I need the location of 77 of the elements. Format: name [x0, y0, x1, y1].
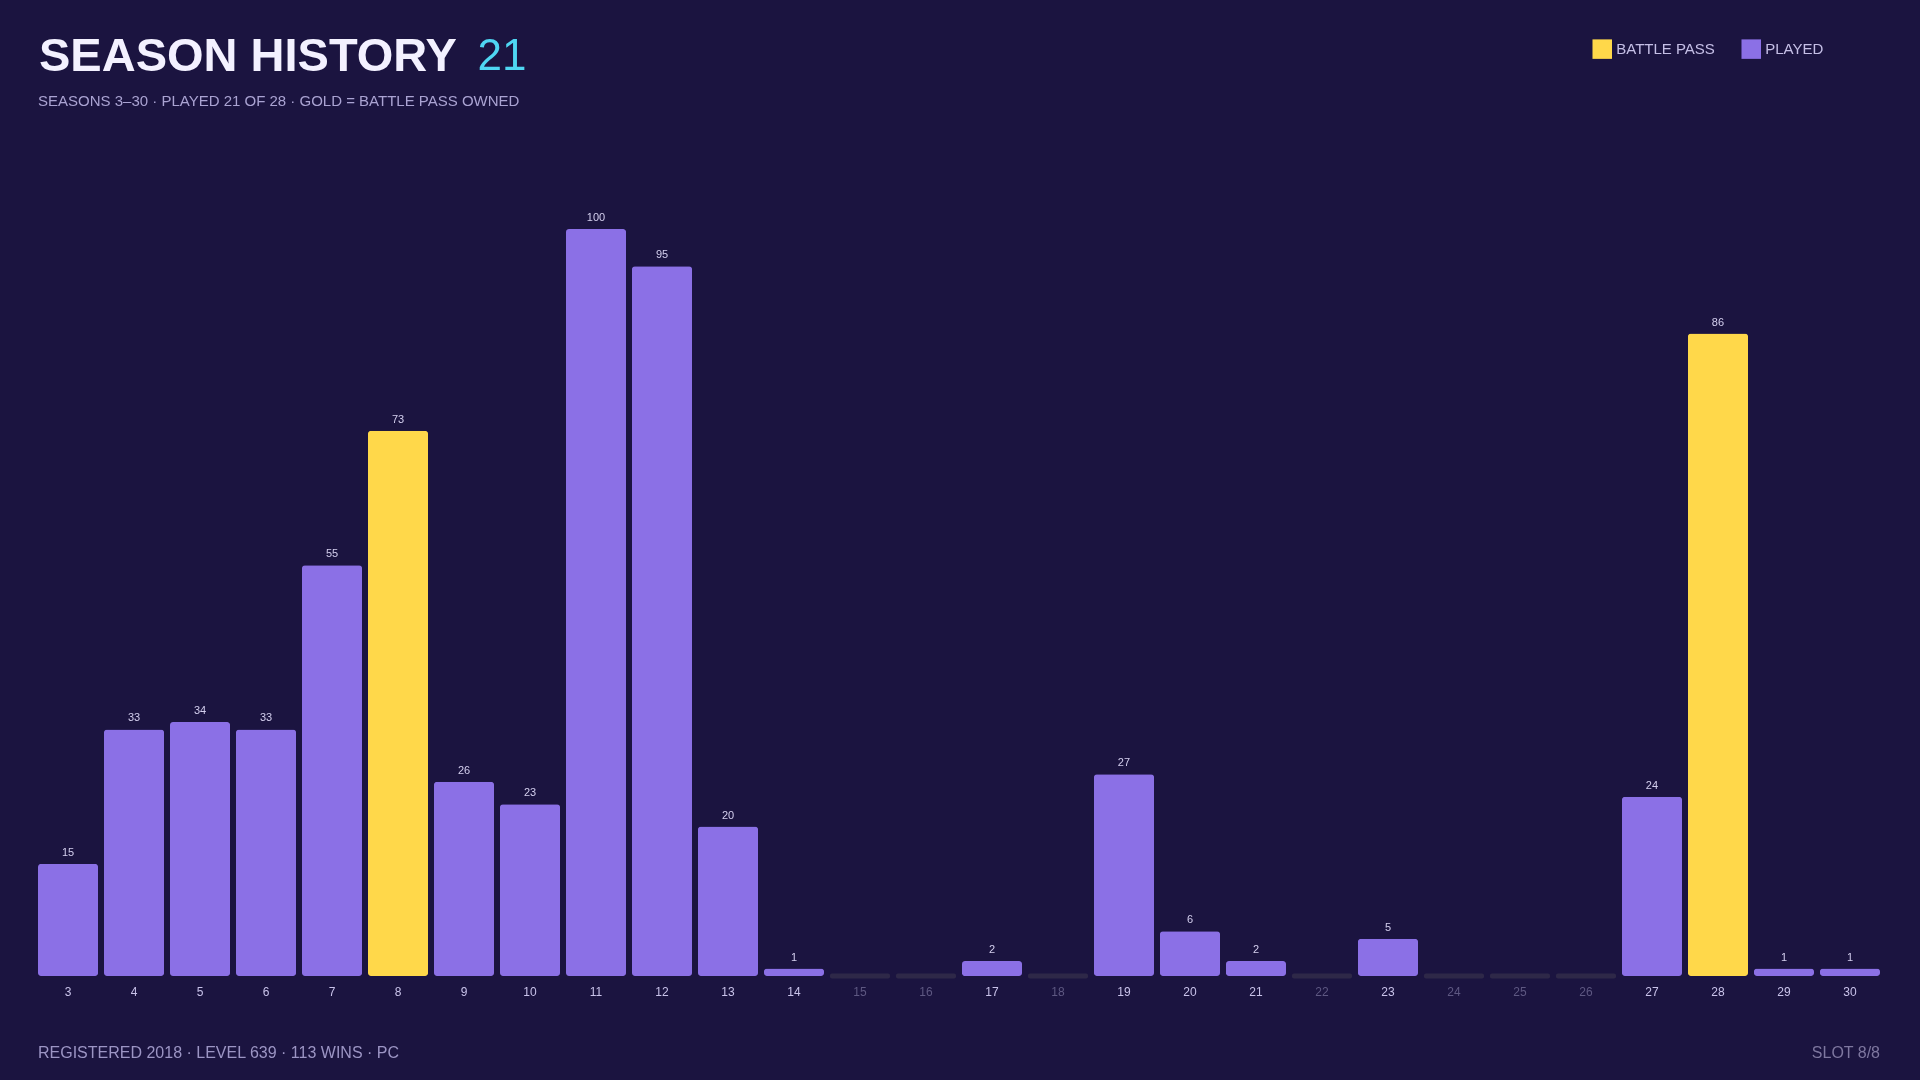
- bar: [1753, 968, 1814, 976]
- data-label: 33: [127, 711, 141, 724]
- bar: [1357, 938, 1419, 976]
- x-tick-label: 30: [1843, 984, 1857, 999]
- chart-subtitle: SEASONS 3–30 · PLAYED 21 OF 28 · GOLD = BATTLE PASS OWNED: [38, 92, 520, 109]
- x-tick-label: 26: [1579, 984, 1593, 999]
- bar: [104, 729, 165, 976]
- data-label: 20: [721, 808, 735, 821]
- bar: [235, 729, 297, 976]
- x-tick-label: 28: [1711, 984, 1725, 999]
- data-label: 6: [1186, 913, 1194, 926]
- data-label: 15: [61, 845, 75, 858]
- bar: [1687, 333, 1748, 976]
- bar: [763, 968, 825, 976]
- data-label: 1: [1846, 950, 1854, 963]
- text: SLOT 8/8: [1811, 1044, 1881, 1061]
- bar: [631, 266, 693, 976]
- x-tick-label: 19: [1117, 984, 1131, 999]
- data-label: 95: [655, 248, 669, 261]
- chart-title: SEASON HISTORY: [39, 28, 457, 81]
- x-tick-label: 16: [919, 984, 933, 999]
- x-tick-label: 17: [985, 984, 999, 999]
- x-tick-label: 27: [1645, 984, 1659, 999]
- data-label: 1: [790, 950, 798, 963]
- bar: [1225, 961, 1287, 976]
- x-tick-label: 21: [1249, 984, 1263, 999]
- data-label: 5: [1384, 920, 1392, 933]
- x-tick-label: 7: [328, 984, 336, 999]
- data-label: 26: [457, 763, 471, 776]
- bar: [301, 565, 363, 976]
- x-tick-label: 14: [787, 984, 801, 999]
- bar: [367, 430, 429, 976]
- x-tick-label: 23: [1381, 984, 1395, 999]
- data-label: 2: [988, 943, 996, 956]
- bar: [961, 961, 1023, 976]
- legend-label: BATTLE PASS: [1616, 40, 1715, 58]
- data-label: 86: [1711, 315, 1725, 328]
- x-tick-label: 4: [130, 984, 138, 999]
- bar: [565, 229, 627, 976]
- data-label: 73: [391, 412, 405, 425]
- data-label: 33: [259, 711, 273, 724]
- x-tick-label: 15: [853, 984, 867, 999]
- x-tick-label: 13: [721, 984, 735, 999]
- data-label: 34: [193, 704, 207, 717]
- bar: [1621, 796, 1683, 976]
- x-tick-label: 20: [1183, 984, 1197, 999]
- data-label: 2: [1252, 943, 1260, 956]
- bar: [499, 804, 561, 976]
- bar: [433, 781, 495, 976]
- x-tick-label: 24: [1447, 984, 1461, 999]
- text: REGISTERED 2018 · LEVEL 639 · 113 WINS · PC: [38, 1044, 400, 1061]
- x-tick-label: 22: [1315, 984, 1329, 999]
- x-tick-label: 12: [655, 984, 669, 999]
- x-tick-label: 5: [196, 984, 204, 999]
- x-tick-label: 8: [394, 984, 402, 999]
- x-tick-label: 10: [523, 984, 538, 999]
- text: 21: [477, 30, 527, 79]
- legend-label: PLAYED: [1765, 40, 1824, 58]
- x-tick-label: 11: [589, 984, 603, 999]
- bar: [170, 722, 231, 976]
- data-label: 55: [325, 547, 339, 560]
- data-label: 23: [523, 786, 537, 799]
- data-label: 27: [1117, 756, 1131, 769]
- bar: [1159, 931, 1221, 976]
- data-label: 24: [1645, 778, 1659, 791]
- x-tick-label: 6: [262, 984, 270, 999]
- data-label: 100: [586, 211, 606, 223]
- bar: [697, 826, 759, 976]
- x-tick-label: 9: [460, 984, 468, 999]
- bar: [38, 863, 99, 976]
- bar: [1819, 968, 1880, 976]
- data-label: 1: [1780, 950, 1788, 963]
- bar: [1093, 774, 1155, 976]
- x-tick-label: 29: [1777, 984, 1791, 999]
- x-tick-label: 25: [1513, 984, 1527, 999]
- x-tick-label: 18: [1051, 984, 1065, 999]
- x-tick-label: 3: [64, 984, 72, 999]
